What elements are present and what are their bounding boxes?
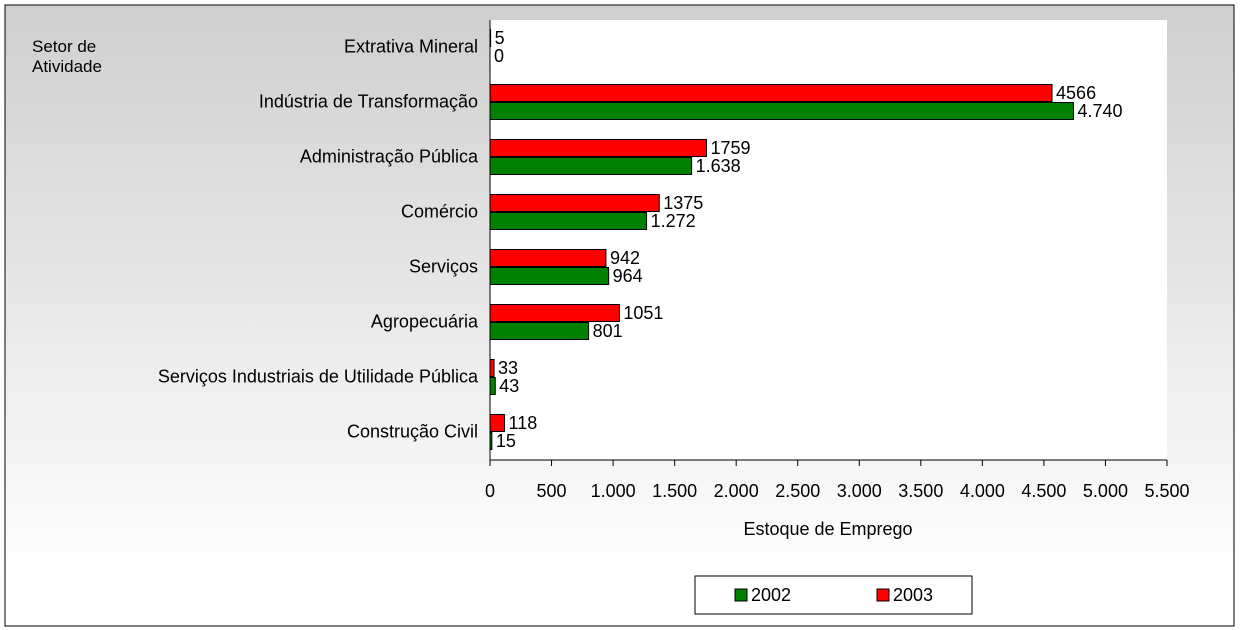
value-label: 942: [610, 248, 640, 268]
value-label: 1375: [663, 193, 703, 213]
value-label: 0: [494, 46, 504, 66]
x-tick-label: 2.000: [714, 481, 759, 501]
category-label: Indústria de Transformação: [259, 91, 478, 111]
legend-swatch: [876, 588, 890, 602]
value-label: 118: [509, 413, 538, 433]
bar: [489, 267, 610, 285]
bar: [489, 359, 495, 377]
category-label: Serviços Industriais de Utilidade Públic…: [158, 366, 479, 386]
bar: [489, 84, 1053, 102]
value-label: 1.638: [696, 156, 741, 176]
category-label: Agropecuária: [371, 311, 479, 331]
value-label: 4566: [1056, 83, 1096, 103]
x-tick-label: 0: [485, 481, 495, 501]
value-label: 4.740: [1077, 101, 1122, 121]
bar: [489, 304, 620, 322]
bar: [489, 212, 648, 230]
x-tick-label: 1.000: [591, 481, 636, 501]
category-label: Extrativa Mineral: [344, 36, 478, 56]
bar: [489, 102, 1074, 120]
x-tick-label: 5.000: [1083, 481, 1128, 501]
bar: [489, 29, 492, 47]
legend-label: 2002: [751, 585, 791, 605]
value-label: 15: [496, 431, 516, 451]
bar: [489, 377, 496, 395]
bar: [489, 157, 693, 175]
value-label: 964: [613, 266, 643, 286]
value-label: 1051: [623, 303, 663, 323]
bar: [489, 194, 660, 212]
bar: [489, 249, 607, 267]
value-label: 43: [499, 376, 519, 396]
category-label: Serviços: [409, 256, 478, 276]
bar: [489, 322, 590, 340]
x-tick-label: 4.000: [960, 481, 1005, 501]
category-label: Comércio: [401, 201, 478, 221]
value-label: 1759: [711, 138, 751, 158]
x-tick-label: 4.500: [1021, 481, 1066, 501]
x-tick-label: 500: [537, 481, 567, 501]
category-label: Administração Pública: [300, 146, 479, 166]
bar: [489, 414, 506, 432]
bar: [489, 139, 708, 157]
legend-swatch: [734, 588, 748, 602]
x-tick-label: 2.500: [775, 481, 820, 501]
value-label: 1.272: [651, 211, 696, 231]
value-label: 801: [593, 321, 623, 341]
value-label: 33: [498, 358, 518, 378]
bar: [489, 432, 493, 450]
legend-label: 2003: [893, 585, 933, 605]
category-label: Construção Civil: [347, 421, 478, 441]
frame: [4, 4, 1235, 627]
x-tick-label: 3.000: [837, 481, 882, 501]
x-tick-label: 3.500: [898, 481, 943, 501]
x-tick-label: 1.500: [652, 481, 697, 501]
x-axis-title: Estoque de Emprego: [743, 519, 912, 539]
y-axis-title: Setor de Atividade: [32, 37, 102, 76]
x-tick-label: 5.500: [1144, 481, 1189, 501]
value-label: 5: [495, 28, 505, 48]
